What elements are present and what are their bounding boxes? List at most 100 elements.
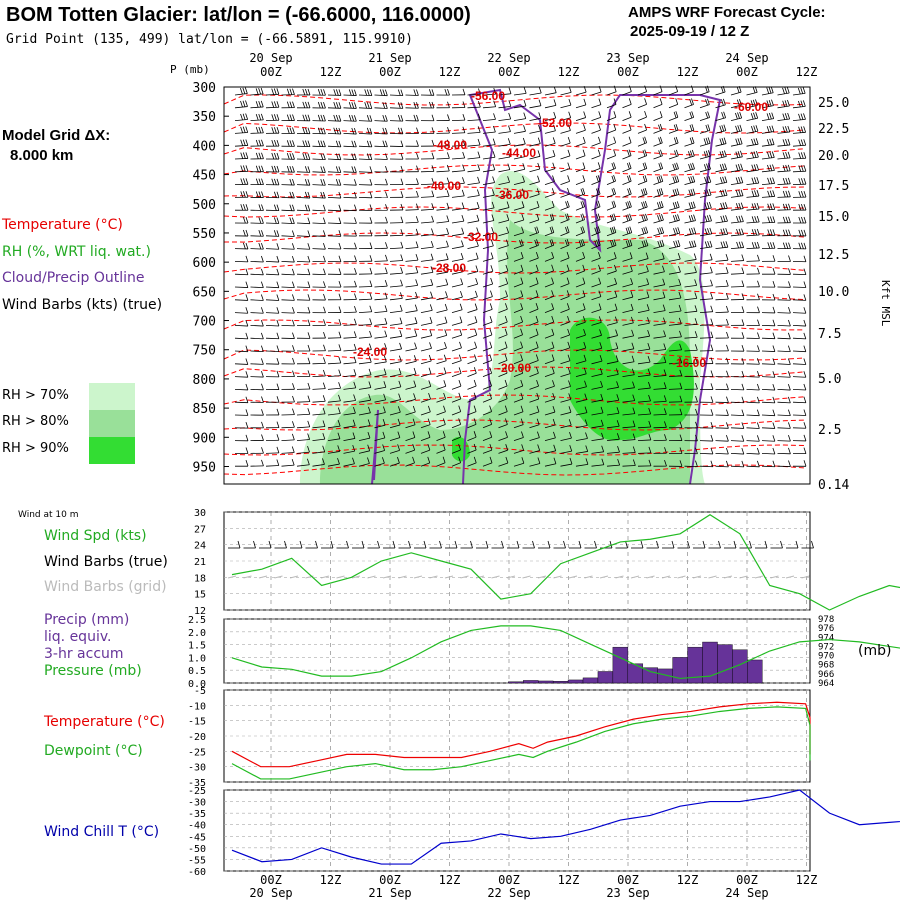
wind-barb xyxy=(447,114,450,121)
wind-barb xyxy=(606,412,620,416)
wind-barb xyxy=(366,140,370,147)
wind-barb xyxy=(751,203,755,210)
wind-barb xyxy=(351,114,355,122)
wind-barb xyxy=(622,374,635,377)
wind-barb xyxy=(412,444,416,451)
wind-barb xyxy=(761,144,775,147)
wind-barb xyxy=(431,139,435,147)
wind-barb xyxy=(436,385,446,390)
wind-barb xyxy=(599,367,603,375)
wind-barb xyxy=(338,242,342,250)
wind-barb xyxy=(414,317,418,324)
wind-barb xyxy=(707,241,710,248)
wind-barb xyxy=(782,203,786,211)
wind-barb xyxy=(622,257,633,262)
wind-barb xyxy=(788,294,791,301)
wind-barb xyxy=(413,380,417,387)
wind-barb xyxy=(653,232,664,237)
wind-barb xyxy=(442,431,446,438)
wind-barb xyxy=(258,204,262,211)
wind-barb xyxy=(451,195,465,198)
wind-barb xyxy=(399,342,402,350)
wind-barb xyxy=(575,117,586,121)
wind-barb-grid xyxy=(754,575,764,579)
wind-barb xyxy=(699,104,710,109)
wind-barb xyxy=(459,316,463,323)
wind-barb xyxy=(631,316,634,324)
wind-barb xyxy=(772,345,776,352)
wind-barb-grid xyxy=(491,575,500,579)
wind-barb xyxy=(551,277,554,284)
wind-barb xyxy=(772,280,776,288)
wind-barb xyxy=(478,88,481,95)
height-tick-label: 10.0 xyxy=(818,285,849,300)
wind-barb xyxy=(482,372,492,377)
wind-barb xyxy=(304,191,308,199)
wind-barb xyxy=(777,376,791,378)
wind-barb xyxy=(715,117,726,121)
wind-barb xyxy=(591,104,602,109)
wind-barb xyxy=(400,203,404,211)
wind-barb xyxy=(746,117,758,121)
wind-barb xyxy=(644,175,648,182)
wind-barb xyxy=(551,239,555,246)
wind-barb xyxy=(798,229,802,237)
wind-barb xyxy=(788,460,791,467)
wind-barb xyxy=(436,195,450,198)
wind-barb xyxy=(281,299,295,301)
wind-barb xyxy=(255,126,259,134)
wind-barb xyxy=(772,409,776,416)
wind-barb xyxy=(245,139,249,146)
wind-barb xyxy=(431,228,434,235)
temperature-contour-label: -32.00 xyxy=(464,230,498,244)
wind-barb xyxy=(323,293,326,301)
wind-barb xyxy=(723,111,726,118)
wind-barb xyxy=(498,411,508,416)
wind-barb xyxy=(800,87,804,94)
wind-barb xyxy=(255,114,259,121)
wind-barb xyxy=(767,177,770,185)
wind-barb xyxy=(802,100,806,107)
wind-barb xyxy=(803,371,807,378)
wind-barb xyxy=(323,140,326,147)
wind-barb xyxy=(436,322,448,326)
wind-barb xyxy=(458,354,462,361)
wind-barb xyxy=(653,206,664,211)
temperature-dewpoint-panel: -5-10-15-20-25-30-35 xyxy=(188,686,811,789)
wind-barb xyxy=(684,194,696,198)
wind-barb xyxy=(637,232,648,237)
wind-barb xyxy=(460,265,464,272)
wind-barb xyxy=(492,176,495,183)
wind-barb xyxy=(591,334,602,339)
wind-barb xyxy=(292,204,295,211)
wind-barb xyxy=(707,111,710,118)
wind-barb xyxy=(568,111,572,118)
wind-barb xyxy=(405,272,418,275)
wind-barb-true xyxy=(454,540,458,549)
wind-barb xyxy=(292,345,295,352)
wind-barb xyxy=(353,127,357,135)
wind-barb xyxy=(659,123,663,131)
wind-barb xyxy=(343,133,357,135)
wind-barb xyxy=(493,113,496,120)
wind-barb xyxy=(436,424,446,429)
wind-barb xyxy=(704,241,708,248)
wind-barb xyxy=(740,176,744,183)
wind-barb xyxy=(520,367,524,374)
wind-barb xyxy=(645,239,649,246)
wind-barb xyxy=(343,412,356,416)
wind-barb xyxy=(653,310,666,313)
wind-barb xyxy=(536,200,540,208)
wind-barb xyxy=(772,396,776,404)
wind-barb xyxy=(529,181,540,185)
wind-barb xyxy=(707,124,711,131)
wind-barb xyxy=(385,229,388,236)
wind-barb xyxy=(751,151,755,159)
wind-barb xyxy=(343,158,357,161)
wind-barb xyxy=(575,257,585,262)
wind-barb-true xyxy=(547,540,551,549)
wind-barb xyxy=(245,396,249,403)
wind-barb xyxy=(746,195,759,198)
wind-barb xyxy=(538,86,542,94)
wind-barb xyxy=(415,241,419,248)
